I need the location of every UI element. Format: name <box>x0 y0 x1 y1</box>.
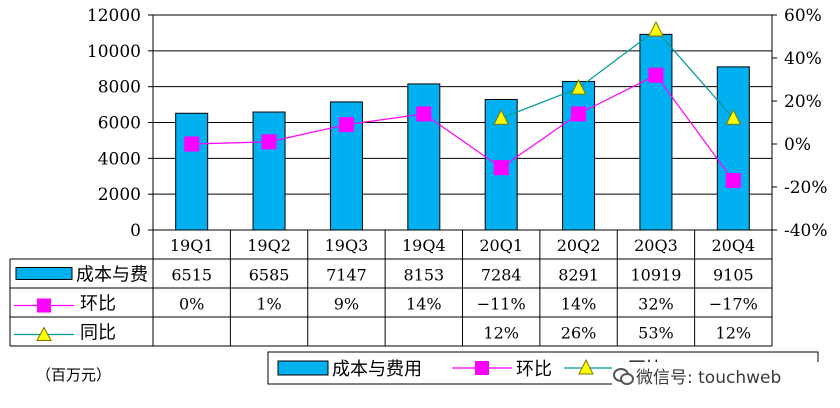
table-cell: −17% <box>709 295 758 314</box>
table-cell: 14% <box>406 295 442 314</box>
bar <box>716 66 750 231</box>
qoq-point <box>571 106 587 122</box>
x-tick-label: 19Q3 <box>325 236 369 255</box>
watermark-text: 微信号: touchweb <box>636 367 782 388</box>
qoq-point <box>416 106 432 122</box>
x-tick-label: 20Q3 <box>634 236 678 255</box>
y-right-tick-label: -20% <box>784 178 828 198</box>
y-right-tick-label: 0% <box>784 135 811 155</box>
table-cell: 12% <box>483 324 519 343</box>
legend-key-marker <box>578 358 594 375</box>
yoy-line <box>500 29 734 119</box>
wechat-icon <box>612 365 634 385</box>
table-cell: 14% <box>561 295 597 314</box>
legend-label: 环比 <box>516 359 552 380</box>
qoq-point <box>725 173 741 189</box>
table-legend-key <box>15 267 73 280</box>
table-cell: 9% <box>334 295 359 314</box>
yoy-point <box>648 20 664 37</box>
table-cell: 53% <box>638 324 674 343</box>
legend-label: 成本与费用 <box>332 359 422 380</box>
table-cell: 32% <box>638 295 674 314</box>
qoq-point <box>493 160 509 176</box>
y-left-tick-label: 0 <box>130 221 141 241</box>
table-cell: 7284 <box>481 266 522 285</box>
table-cell: 9105 <box>713 266 754 285</box>
unit-label: （百万元） <box>36 366 112 384</box>
table-cell: 8153 <box>403 266 444 285</box>
qoq-line <box>191 74 734 181</box>
qoq-point <box>261 134 277 150</box>
table-cell: 10919 <box>630 266 681 285</box>
yoy-point <box>725 109 742 125</box>
bar <box>639 33 673 231</box>
bar <box>252 111 286 231</box>
y-left-tick-label: 4000 <box>98 149 141 169</box>
bar <box>175 112 209 231</box>
x-tick-label: 19Q1 <box>170 236 214 255</box>
table-series-name: 同比 <box>80 323 116 344</box>
table-cell: 0% <box>179 295 204 314</box>
x-tick-label: 20Q4 <box>711 236 755 255</box>
table-cell: 1% <box>256 295 281 314</box>
yoy-point <box>570 78 587 95</box>
y-right-tick-label: 20% <box>784 92 822 112</box>
x-tick-label: 20Q1 <box>479 236 523 255</box>
bar <box>407 83 441 231</box>
table-cell: 12% <box>716 324 752 343</box>
qoq-point <box>338 117 354 133</box>
table-cell: 26% <box>561 324 597 343</box>
yoy-point <box>493 109 509 125</box>
x-tick-label: 19Q4 <box>402 236 446 255</box>
y-left-tick-label: 12000 <box>87 6 141 26</box>
x-tick-label: 19Q2 <box>247 236 291 255</box>
y-left-tick-label: 6000 <box>98 114 141 134</box>
bar <box>562 80 596 231</box>
table-cell: 6585 <box>249 266 290 285</box>
y-left-tick-label: 10000 <box>87 42 141 62</box>
qoq-point <box>184 136 200 152</box>
table-series-name: 环比 <box>80 294 116 315</box>
table-legend-marker <box>36 326 52 341</box>
qoq-point <box>648 67 664 83</box>
table-cell: 8291 <box>558 266 599 285</box>
y-right-tick-label: 60% <box>784 6 822 26</box>
legend-key-bar <box>277 360 329 376</box>
table-cell: −11% <box>477 295 526 314</box>
watermark: 微信号: touchweb <box>612 362 822 388</box>
table-cell: 7147 <box>326 266 367 285</box>
y-right-tick-label: -40% <box>784 221 828 241</box>
table-series-name: 成本与费 <box>76 265 148 286</box>
table-legend-marker <box>37 298 51 313</box>
y-left-tick-label: 8000 <box>98 78 141 98</box>
legend-key-marker <box>475 361 489 375</box>
y-right-tick-label: 40% <box>784 49 822 69</box>
table-cell: 6515 <box>171 266 212 285</box>
y-left-tick-label: 2000 <box>98 185 141 205</box>
x-tick-label: 20Q2 <box>557 236 601 255</box>
